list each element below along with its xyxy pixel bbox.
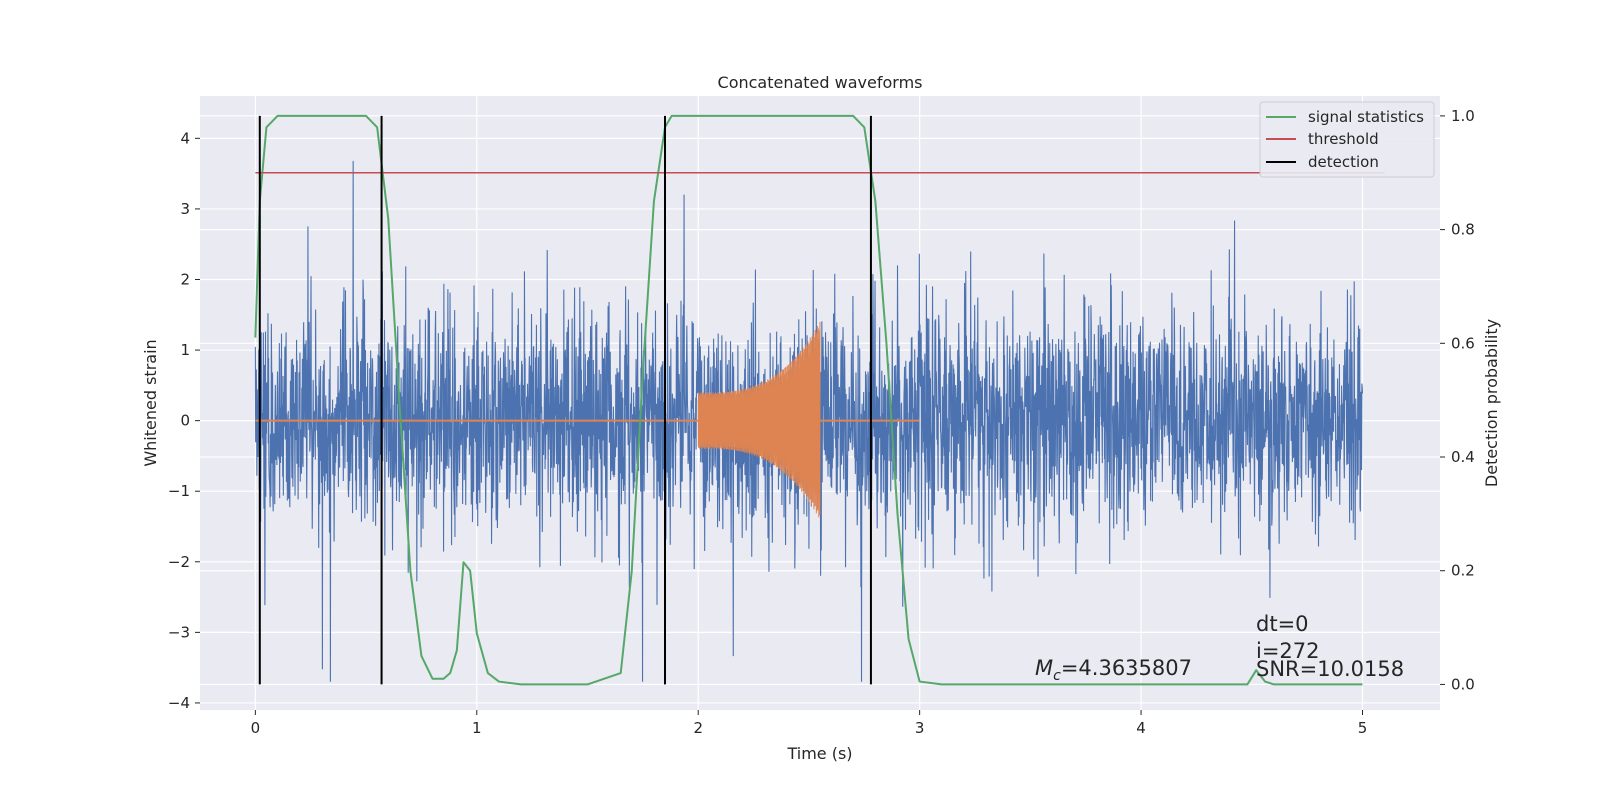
y-tick-label: −1 — [168, 482, 190, 500]
y-tick-label: 0 — [180, 412, 190, 430]
series-injected-chirp — [697, 321, 821, 518]
legend: signal statistics threshold detection — [1259, 101, 1435, 178]
legend-label-threshold: threshold — [1308, 130, 1379, 148]
y-tick-label: 3 — [180, 200, 190, 218]
chart-title: Concatenated waveforms — [718, 73, 923, 92]
y-tick-label: 2 — [180, 270, 190, 288]
series-layer — [254, 114, 1385, 686]
y-right-tick-label: 0.2 — [1451, 562, 1475, 580]
y-tick-label: −4 — [168, 694, 190, 712]
annotation-i: i=272 — [1256, 639, 1320, 663]
x-tick-label: 0 — [251, 719, 261, 737]
y-right-tick-label: 0.6 — [1451, 334, 1475, 352]
y-right-tick-label: 0.0 — [1451, 675, 1475, 693]
y-right-tick-label: 1.0 — [1451, 107, 1475, 125]
x-tick-label: 4 — [1136, 719, 1146, 737]
legend-label-detection: detection — [1308, 153, 1379, 171]
legend-label-signal-statistics: signal statistics — [1308, 108, 1424, 126]
y-right-tick-label: 0.4 — [1451, 448, 1475, 466]
annotation-snr: SNR=10.0158 — [1256, 657, 1404, 681]
legend-box — [1259, 101, 1435, 178]
annotation-mc: Mc=4.3635807 — [1035, 656, 1192, 684]
series-signal-statistics — [254, 114, 1363, 686]
x-tick-label: 5 — [1358, 719, 1368, 737]
y-axis-label: Whitened strain — [141, 339, 160, 466]
y-tick-label: 1 — [180, 341, 190, 359]
annotation-dt: dt=0 — [1256, 612, 1309, 636]
y-axis-label-right: Detection probability — [1482, 319, 1501, 487]
y-tick-label: −3 — [168, 623, 190, 641]
y-right-tick-label: 0.8 — [1451, 221, 1475, 239]
y-tick-label: 4 — [180, 129, 190, 147]
y-tick-label: −2 — [168, 553, 190, 571]
x-tick-label: 3 — [915, 719, 925, 737]
x-axis-label: Time (s) — [786, 744, 852, 763]
x-tick-label: 2 — [693, 719, 703, 737]
x-tick-label: 1 — [472, 719, 482, 737]
axes: 0 1 2 3 4 5 −4 −3 −2 −1 0 1 2 3 4 0.0 0.2 0.4 0.6 0.8 1.0 — [168, 107, 1475, 737]
series-noise-strain — [254, 160, 1364, 682]
